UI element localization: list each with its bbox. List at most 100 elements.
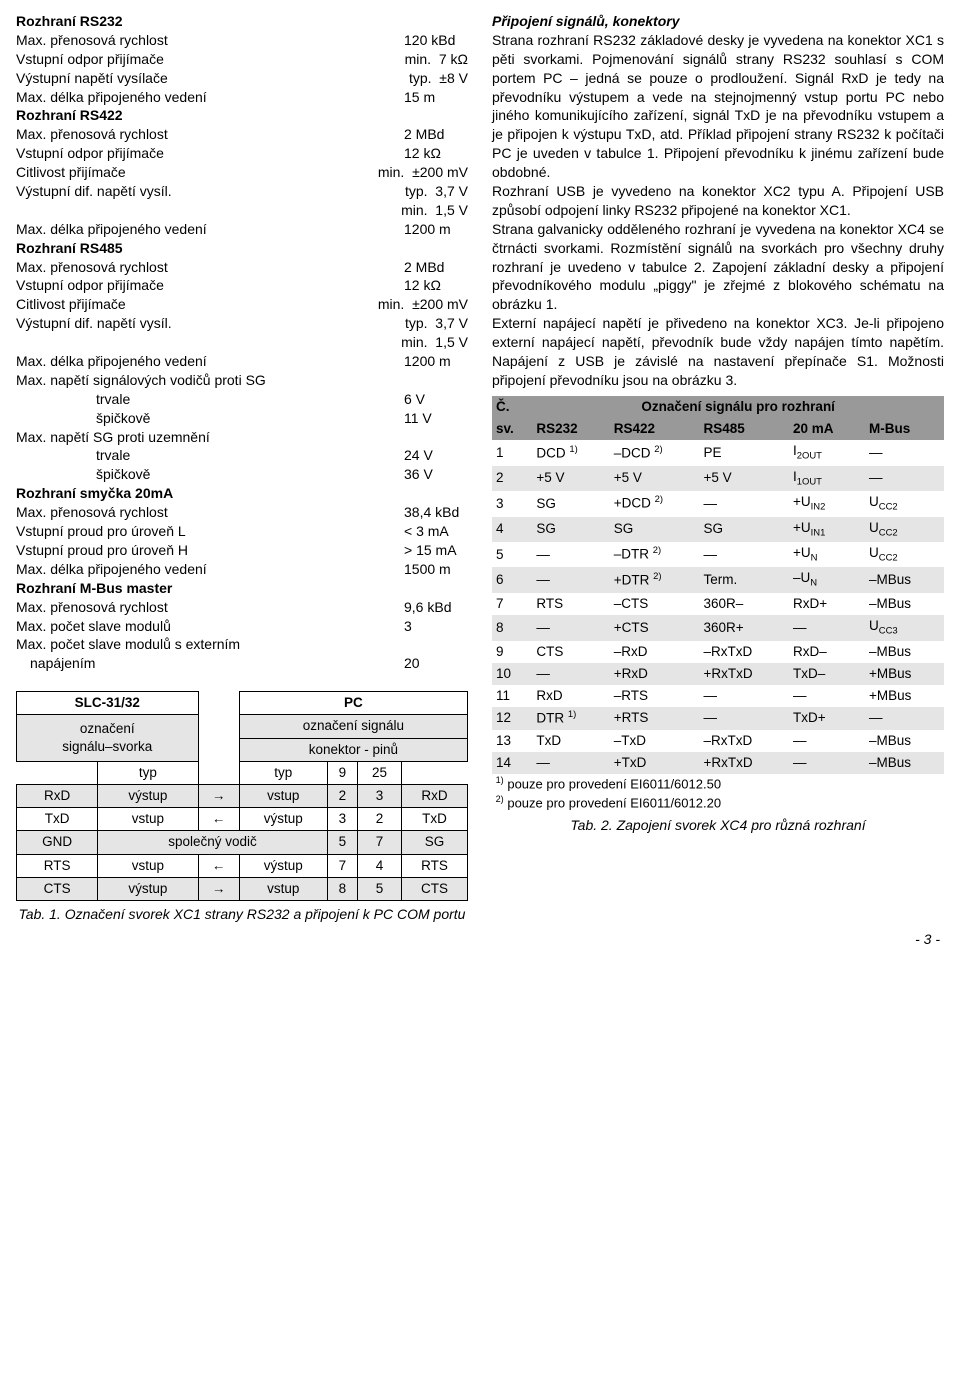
- page-number: - 3 -: [16, 930, 944, 949]
- spec-mid: min.: [401, 334, 427, 350]
- table-row: 11RxD–RTS——+MBus: [492, 685, 944, 707]
- spec-val: 12 kΩ: [404, 276, 468, 295]
- spec-val: 1200 m: [404, 220, 468, 239]
- spec-val: ±200 mV: [412, 296, 468, 312]
- rs232-title: Rozhraní RS232: [16, 12, 468, 31]
- spec-mid: trvale: [96, 390, 130, 409]
- footnote-2: 2) pouze pro provedení EI6011/6012.20: [492, 793, 944, 812]
- tbl2-h-mbus: M-Bus: [865, 418, 944, 440]
- spec-label: Max. délka připojeného vedení: [16, 220, 207, 239]
- spec-row: Max. délka připojeného vedení 1200 m: [16, 352, 468, 371]
- spec-row: Vstupní odpor přijímače 12 kΩ: [16, 276, 468, 295]
- tbl2-h-rs232: RS232: [532, 418, 609, 440]
- spec-label: napájením: [16, 654, 95, 673]
- tbl2-h-sv: sv.: [492, 418, 532, 440]
- spec-row: Max. přenosová rychlost 38,4 kBd: [16, 503, 468, 522]
- spec-val: 1,5 V: [435, 334, 468, 350]
- table1-caption: Tab. 1. Označení svorek XC1 strany RS232…: [16, 905, 468, 924]
- spec-val: 120 kBd: [404, 31, 468, 50]
- spec-row: napájením 20: [16, 654, 468, 673]
- spec-label: Max. napětí signálových vodičů proti SG: [16, 371, 468, 390]
- table-row: 3SG+DCD 2)—+UIN2UCC2: [492, 491, 944, 516]
- tbl1-h-ozn1: označení: [80, 721, 135, 736]
- spec-mid: typ.: [405, 183, 428, 199]
- table-row: 12DTR 1)+RTS—TxD+—: [492, 707, 944, 730]
- spec-label: Výstupní dif. napětí vysíl.: [16, 314, 172, 333]
- spec-label: Vstupní odpor přijímače: [16, 50, 164, 69]
- spec-val: 20: [404, 654, 468, 673]
- tbl2-h-20ma: 20 mA: [789, 418, 865, 440]
- spec-val: 1200 m: [404, 352, 468, 371]
- spec-row: Výstupní dif. napětí vysíl. typ. 3,7 V: [16, 314, 468, 333]
- tbl1-h-konektor: konektor - pinů: [239, 738, 467, 761]
- spec-val: 1500 m: [404, 560, 468, 579]
- paragraph: Strana rozhraní RS232 základové desky je…: [492, 31, 944, 182]
- spec-row: špičkově 11 V: [16, 409, 468, 428]
- spec-label: Max. přenosová rychlost: [16, 258, 168, 277]
- spec-row: min. 1,5 V: [16, 201, 468, 220]
- right-column: Připojení signálů, konektory Strana rozh…: [492, 12, 944, 924]
- spec-row: trvale 6 V: [16, 390, 468, 409]
- table-row: 13TxD–TxD–RxTxD—–MBus: [492, 730, 944, 752]
- spec-val: 36 V: [404, 465, 468, 484]
- tbl1-h-9: 9: [327, 761, 357, 784]
- spec-mid: min.: [401, 202, 427, 218]
- spec-mid: špičkově: [96, 465, 150, 484]
- spec-val: 3: [404, 617, 468, 636]
- spec-label: Max. přenosová rychlost: [16, 598, 168, 617]
- table-row: TxDvstup←výstup32TxD: [17, 808, 468, 831]
- tbl1-h-ozn-sig: označení signálu: [239, 715, 467, 738]
- spec-label: Max. přenosová rychlost: [16, 503, 168, 522]
- spec-val: ±8 V: [439, 70, 468, 86]
- spec-label: Max. počet slave modulů s externím: [16, 635, 468, 654]
- spec-label: Výstupní dif. napětí vysíl.: [16, 182, 172, 201]
- loop-title: Rozhraní smyčka 20mA: [16, 484, 468, 503]
- spec-label: Max. délka připojeného vedení: [16, 560, 207, 579]
- spec-val: 1,5 V: [435, 202, 468, 218]
- spec-mid: typ.: [409, 70, 432, 86]
- spec-mid: trvale: [96, 446, 130, 465]
- table-row: 6—+DTR 2)Term.–UN–MBus: [492, 567, 944, 592]
- spec-row: Max. počet slave modulů 3: [16, 617, 468, 636]
- mbus-title: Rozhraní M-Bus master: [16, 579, 468, 598]
- left-column: Rozhraní RS232 Max. přenosová rychlost 1…: [16, 12, 468, 924]
- spec-row: Výstupní napětí vysílače typ. ±8 V: [16, 69, 468, 88]
- tbl1-h-slc: SLC-31/32: [17, 692, 199, 715]
- spec-row: Max. délka připojeného vedení 1500 m: [16, 560, 468, 579]
- spec-mid: min.: [378, 296, 404, 312]
- spec-row: Vstupní proud pro úroveň H > 15 mA: [16, 541, 468, 560]
- table-row: 4SGSGSG+UIN1UCC2: [492, 517, 944, 542]
- spec-label: Vstupní proud pro úroveň L: [16, 522, 186, 541]
- paragraph: Strana galvanicky odděleného rozhraní je…: [492, 220, 944, 314]
- spec-row: Vstupní odpor přijímače 12 kΩ: [16, 144, 468, 163]
- spec-row: Max. délka připojeného vedení 1200 m: [16, 220, 468, 239]
- right-heading: Připojení signálů, konektory: [492, 12, 944, 31]
- spec-val: 3,7 V: [435, 315, 468, 331]
- spec-row: Vstupní odpor přijímače min. 7 kΩ: [16, 50, 468, 69]
- tbl2-h-span: Označení signálu pro rozhraní: [532, 396, 944, 418]
- table-row: 8—+CTS360R+—UCC3: [492, 615, 944, 640]
- spec-label: Citlivost přijímače: [16, 295, 126, 314]
- spec-label: Max. přenosová rychlost: [16, 125, 168, 144]
- table-row: GNDspolečný vodič57SG: [17, 831, 468, 854]
- table-row: 5—–DTR 2)—+UNUCC2: [492, 542, 944, 567]
- spec-row: min. 1,5 V: [16, 333, 468, 352]
- spec-val: 15 m: [404, 88, 468, 107]
- table2-caption: Tab. 2. Zapojení svorek XC4 pro různá ro…: [492, 816, 944, 835]
- table-row: RTSvstup←výstup74RTS: [17, 854, 468, 877]
- spec-val: 3,7 V: [435, 183, 468, 199]
- spec-val: > 15 mA: [404, 541, 468, 560]
- spec-mid: min.: [378, 164, 404, 180]
- rs422-title: Rozhraní RS422: [16, 106, 468, 125]
- tbl1-h-pc: PC: [239, 692, 467, 715]
- spec-row: Max. přenosová rychlost 2 MBd: [16, 125, 468, 144]
- spec-val: < 3 mA: [404, 522, 468, 541]
- spec-label: Vstupní odpor přijímače: [16, 276, 164, 295]
- spec-label: Citlivost přijímače: [16, 163, 126, 182]
- spec-label: Max. napětí SG proti uzemnění: [16, 428, 468, 447]
- spec-val: 6 V: [404, 390, 468, 409]
- spec-label: Max. přenosová rychlost: [16, 31, 168, 50]
- spec-row: Max. délka připojeného vedení 15 m: [16, 88, 468, 107]
- spec-row: Max. přenosová rychlost 120 kBd: [16, 31, 468, 50]
- tbl1-h-typ: typ: [98, 761, 198, 784]
